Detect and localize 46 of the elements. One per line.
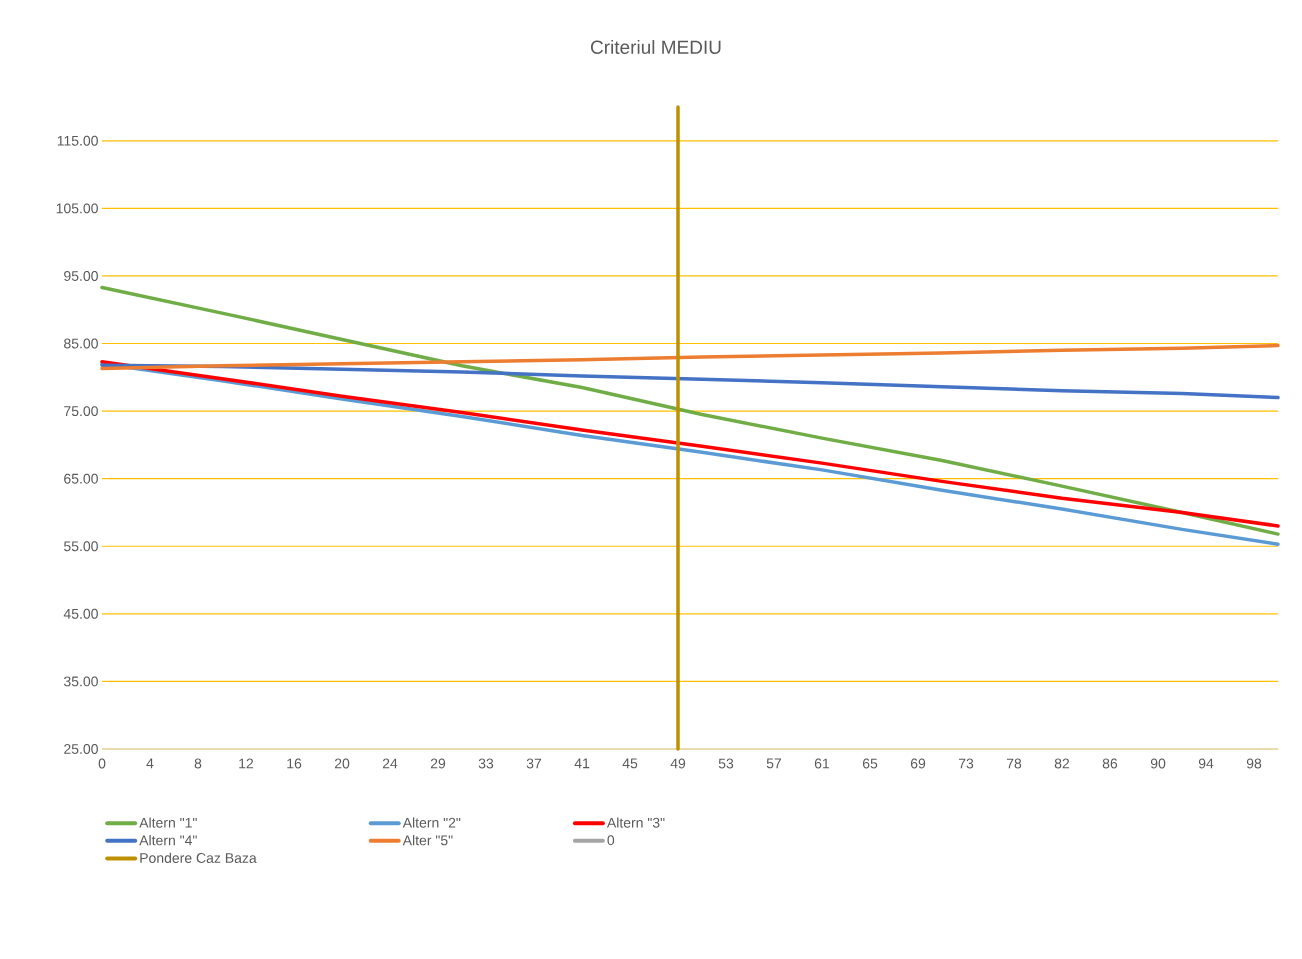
x-tick-label: 78 — [1006, 758, 1022, 769]
x-tick-label: 24 — [382, 758, 398, 769]
y-tick-label: 25.00 — [64, 744, 98, 754]
y-tick-label: 55.00 — [64, 541, 98, 552]
y-tick-label: 45.00 — [63, 608, 98, 619]
x-tick-label: 90 — [1150, 758, 1166, 769]
x-tick-label: 4 — [146, 758, 154, 769]
x-tick-label: 69 — [910, 758, 926, 769]
legend-label: Altern "2" — [402, 817, 461, 828]
x-tick-label: 29 — [430, 758, 446, 769]
y-tick-label: 85.00 — [64, 338, 98, 349]
y-tick-label: 95.00 — [64, 270, 98, 281]
x-tick-label: 98 — [1246, 758, 1262, 769]
x-tick-label: 86 — [1102, 758, 1118, 769]
x-tick-label: 37 — [526, 758, 542, 769]
line-series — [100, 363, 1280, 400]
x-tick-label: 41 — [574, 758, 590, 769]
x-tick-label: 73 — [958, 758, 974, 769]
x-tick-label: 20 — [334, 758, 350, 769]
y-tick-label: 105.00 — [56, 203, 98, 214]
x-tick-label: 45 — [622, 758, 638, 769]
x-tick-label: 65 — [862, 758, 878, 769]
x-tick-label: 8 — [194, 758, 202, 769]
y-tick-label: 65.00 — [64, 473, 98, 484]
x-tick-label: 16 — [287, 758, 302, 769]
x-tick-label: 53 — [718, 758, 734, 769]
legend-label: Altern "3" — [606, 817, 665, 828]
x-tick-label: 61 — [814, 758, 830, 769]
x-tick-label: 33 — [478, 758, 494, 769]
chart-title: Criteriul MEDIU — [590, 40, 721, 54]
x-tick-label: 12 — [239, 758, 254, 769]
y-tick-label: 115.00 — [57, 135, 98, 146]
y-tick-label: 75.00 — [64, 406, 98, 417]
x-tick-label: 0 — [98, 758, 106, 769]
x-tick-label: 82 — [1054, 758, 1070, 769]
x-tick-label: 49 — [670, 758, 686, 769]
y-tick-label: 35.00 — [63, 676, 98, 687]
legend-label: 0 — [607, 835, 615, 846]
legend-label: Altern "4" — [139, 835, 197, 846]
legend-label: Altern "1" — [139, 817, 197, 828]
line-series — [100, 285, 1280, 536]
legend-label: Pondere Caz Baza — [140, 852, 257, 863]
line-series — [100, 343, 1280, 371]
x-tick-label: 57 — [766, 758, 782, 769]
legend-label: Alter "5" — [402, 835, 453, 846]
x-tick-label: 94 — [1198, 758, 1214, 769]
